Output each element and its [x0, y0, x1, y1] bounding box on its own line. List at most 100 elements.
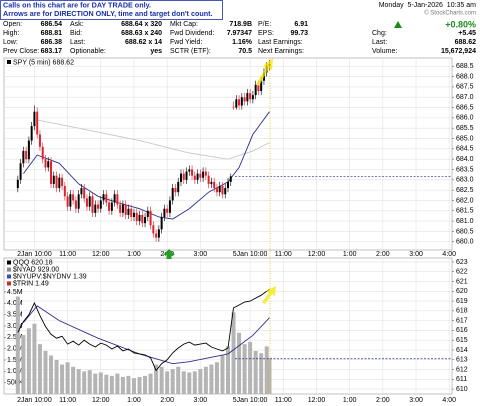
candle-body — [204, 171, 207, 176]
candle-body — [72, 194, 75, 201]
volume-bar — [214, 362, 219, 394]
x-tick-label: 4:00 — [442, 251, 456, 258]
note-line: Arrows are for DIRECTION ONLY, time and … — [3, 9, 213, 18]
candle-body — [254, 84, 257, 96]
y-tick-label: 685.0 — [456, 135, 474, 142]
candle-body — [38, 134, 41, 147]
quote-value: 70.5 — [238, 48, 252, 55]
candle-body — [61, 177, 64, 186]
y-tick-label: 682.5 — [456, 187, 474, 194]
y-tick-label: 621 — [456, 278, 468, 285]
legend-label: $TRIN 1.49 — [13, 280, 49, 287]
candle-body — [155, 233, 158, 238]
volume-bar — [82, 371, 87, 394]
candle-body — [188, 169, 191, 172]
legend-swatch — [7, 274, 11, 279]
volume-bar — [143, 375, 148, 394]
quote-label: Last Earnings: — [258, 39, 303, 46]
y2-tick-label: 500K — [7, 380, 24, 387]
quote-label: Low: — [3, 39, 18, 46]
candle-body — [19, 163, 22, 180]
candle-body — [240, 97, 243, 106]
candle-body — [85, 198, 88, 207]
candle-body — [152, 225, 155, 234]
volume-bar — [267, 357, 272, 394]
x-tick-label: 12:00 — [92, 397, 110, 404]
quote-label: Open: — [3, 21, 22, 28]
candle-body — [141, 214, 144, 224]
quote-label: Bid: — [70, 30, 82, 37]
x-tick-label: 3:00 — [409, 251, 423, 258]
direction-arrow — [256, 58, 273, 86]
candle-body — [249, 93, 252, 100]
quote-table: Open: 686.54 Ask: 688.64 x 320 Mkt Cap: 718.9… — [3, 19, 476, 54]
candle-body — [16, 179, 19, 189]
x-tick-label: 1:00 — [343, 251, 357, 258]
volume-bar — [231, 312, 236, 394]
candle-body — [168, 200, 171, 213]
quote-label: Volume: — [372, 48, 397, 55]
candle-body — [116, 194, 119, 205]
candle-body — [66, 196, 69, 207]
legend-swatch — [7, 260, 11, 265]
candle-body — [202, 171, 205, 178]
volume-bar — [209, 364, 214, 394]
candle-body — [238, 99, 241, 106]
quote-label: Next Earnings: — [258, 48, 304, 55]
candle-body — [138, 214, 141, 222]
y-tick-label: 613 — [456, 357, 468, 364]
panel-title: SPY (5 min) 688.62 — [13, 59, 74, 66]
candle-body — [260, 80, 263, 92]
candle-body — [235, 99, 238, 108]
volume-bar — [220, 355, 225, 394]
candle-body — [105, 194, 108, 203]
volume-bar — [120, 377, 125, 394]
candle-body — [144, 216, 147, 224]
volume-bar — [54, 360, 59, 394]
volume-bar — [49, 355, 54, 394]
x-tick-label: 12:00 — [92, 251, 110, 258]
y-tick-label: 685.5 — [456, 125, 474, 132]
x-tick-label: 12:00 — [308, 397, 326, 404]
volume-bar — [148, 373, 153, 394]
candle-body — [221, 186, 224, 195]
candle-body — [74, 200, 77, 209]
buy-arrow — [163, 249, 175, 259]
y-tick-label: 687.5 — [456, 84, 474, 91]
volume-bar — [264, 346, 269, 394]
y-tick-label: 620 — [456, 288, 468, 295]
volume-bar — [242, 344, 247, 394]
quote-label: Mkt Cap: — [170, 21, 198, 28]
candle-body — [50, 161, 53, 184]
quote-label: P/E: — [258, 21, 271, 28]
volume-bar — [237, 332, 242, 394]
moving-average — [23, 111, 270, 220]
candle-body — [36, 111, 39, 135]
quote-label: Fwd Dividend: — [170, 30, 214, 37]
y-tick-label: 686.5 — [456, 104, 474, 111]
candle-body — [193, 175, 196, 180]
y2-tick-label: 1.0M — [7, 368, 23, 375]
candle-body — [157, 229, 160, 238]
candle-body — [110, 202, 113, 211]
candle-body — [52, 175, 55, 184]
volume-bar — [203, 366, 208, 394]
date-time: Monday 5-Jan-2026 10:35 am — [379, 2, 476, 9]
x-tick-label: 12:00 — [308, 251, 326, 258]
volume-bar — [98, 372, 103, 394]
candle-body — [179, 173, 182, 182]
candle-body — [94, 204, 97, 213]
candle-body — [177, 181, 180, 193]
y-tick-label: 688.0 — [456, 73, 474, 80]
y-tick-label: 617 — [456, 317, 468, 324]
y-tick-label: 686.0 — [456, 115, 474, 122]
candle-body — [207, 175, 210, 184]
legend-swatch — [7, 267, 11, 272]
y-tick-label: 684.0 — [456, 156, 474, 163]
quote-value: 688.62 x 14 — [125, 39, 162, 46]
x-tick-label: 1:00 — [343, 397, 357, 404]
volume-bar — [21, 335, 26, 394]
candle-body — [83, 188, 86, 199]
quote-label: SCTR (ETF): — [170, 48, 211, 55]
